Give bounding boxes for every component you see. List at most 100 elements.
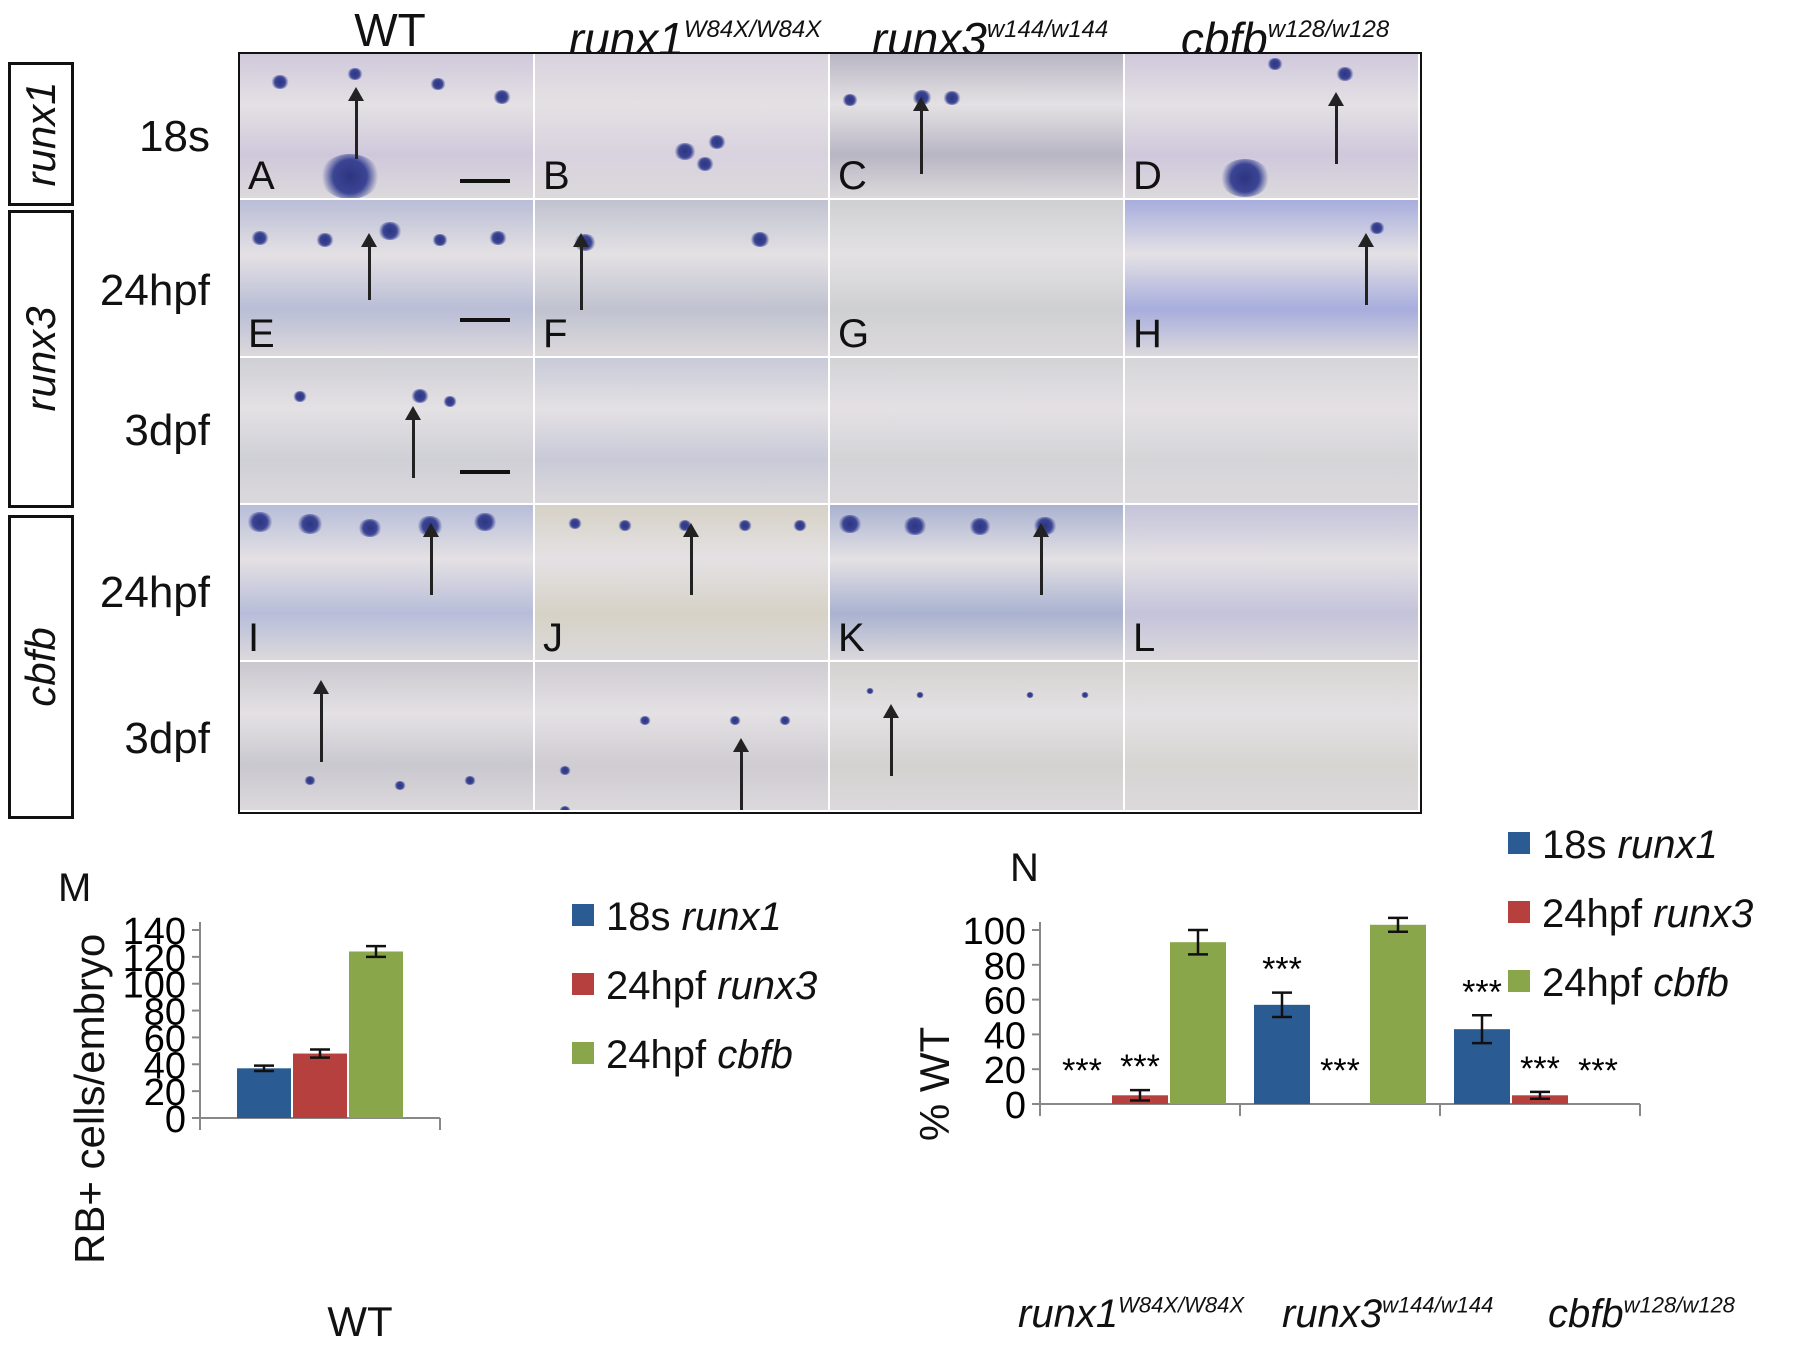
chart-m-ylabel: RB+ cells/embryo: [66, 933, 113, 1264]
arrow-icon: [423, 523, 439, 595]
stained-cell: [779, 716, 791, 725]
y-tick-label: 80: [144, 992, 186, 1034]
legend-item-24hpf-runx3: 24hpf runx3: [572, 963, 817, 1009]
scale-bar: [460, 318, 510, 322]
stained-cell: [271, 75, 289, 89]
chart-m-panel-label: M: [58, 866, 92, 910]
stained-cell: [297, 514, 323, 534]
probe-box-runx3: runx3: [8, 210, 74, 508]
micrograph-panel: [1125, 662, 1418, 810]
row-stage-label: 18s: [139, 112, 210, 161]
micrograph-panel: [535, 358, 828, 503]
legend-stage: 18s: [606, 895, 671, 939]
column-header-cbfb: cbfbw128/w128: [1160, 2, 1410, 65]
legend-swatch-blue: [572, 904, 594, 927]
arrow-icon: [313, 680, 329, 762]
micrograph-panel: [1125, 358, 1418, 503]
stained-cell: [568, 518, 582, 529]
chart-n-xlabel-runx3: runx3w144/w144: [1282, 1292, 1493, 1337]
bar: [1254, 1004, 1310, 1104]
stained-cell: [866, 688, 874, 694]
stained-cell: [903, 517, 927, 535]
arrow-icon: [683, 523, 699, 595]
bar: [349, 951, 403, 1118]
probe-label-runx1: runx1: [17, 81, 64, 187]
stained-cell: [639, 716, 651, 725]
panel-letter: I: [248, 616, 260, 660]
stained-cell: [247, 512, 273, 532]
significance-marker: ***: [1062, 1052, 1102, 1090]
x-cat-allele: w144/w144: [1382, 1292, 1494, 1318]
significance-marker: ***: [1320, 1052, 1360, 1090]
micrograph-panel: C: [830, 54, 1123, 198]
legend-swatch-green: [572, 1042, 594, 1065]
stained-cell: [489, 231, 507, 245]
panel-letter: F: [543, 312, 568, 356]
x-cat-allele: w128/w128: [1623, 1292, 1735, 1318]
y-tick-label: 20: [144, 1072, 186, 1114]
stained-cell: [696, 157, 714, 171]
stained-cell: [674, 143, 696, 160]
panel-letter: H: [1133, 312, 1162, 356]
micrograph-panel: [240, 358, 533, 503]
stained-cell: [251, 231, 269, 245]
stained-cell: [1369, 222, 1385, 234]
stained-cell: [838, 515, 862, 533]
arrow-icon: [1033, 523, 1049, 595]
stained-cell: [793, 520, 807, 531]
legend-item-24hpf-runx3: 24hpf runx3: [1508, 891, 1753, 937]
row-stage-label: 24hpf: [99, 568, 210, 617]
panel-letter: C: [838, 154, 867, 198]
stained-cell: [358, 519, 382, 537]
y-tick-label: 100: [123, 965, 186, 1007]
significance-marker: ***: [1120, 1048, 1160, 1086]
scale-bar: [460, 470, 510, 474]
micrograph-panel: G: [830, 200, 1123, 356]
stained-cell: [473, 513, 497, 531]
y-tick-label: 20: [984, 1050, 1026, 1092]
micrograph-panel: F: [535, 200, 828, 356]
stained-cell: [708, 135, 726, 149]
chart-n-xlabel-cbfb: cbfbw128/w128: [1548, 1292, 1735, 1337]
legend-stage: 18s: [1542, 823, 1607, 867]
stained-cell: [1267, 58, 1283, 70]
stained-cell: [443, 396, 457, 407]
arrow-icon: [573, 233, 589, 310]
y-tick-label: 120: [123, 938, 186, 980]
legend-gene: runx3: [717, 964, 818, 1008]
y-tick-label: 40: [984, 1015, 1026, 1057]
y-tick-label: 140: [123, 911, 186, 953]
probe-label-runx3: runx3: [17, 306, 64, 412]
micrograph-panel: [240, 662, 533, 810]
legend-item-24hpf-cbfb: 24hpf cbfb: [572, 1032, 793, 1078]
y-tick-label: 60: [144, 1018, 186, 1060]
column-header-wt-text: WT: [354, 4, 426, 56]
significance-marker: ***: [1462, 973, 1502, 1011]
legend-gene: runx1: [1617, 823, 1718, 867]
arrow-icon: [405, 406, 421, 478]
stained-cell: [293, 391, 307, 402]
legend-gene: runx3: [1653, 892, 1754, 936]
arrow-icon: [1328, 92, 1344, 164]
micrograph-panel: A: [240, 54, 533, 198]
legend-stage: 24hpf: [606, 964, 707, 1008]
micrograph-panel: E: [240, 200, 533, 356]
probe-box-cbfb: cbfb: [8, 515, 74, 819]
stained-cell: [316, 233, 334, 247]
stained-cell: [1220, 159, 1270, 197]
legend-stage: 24hpf: [1542, 961, 1643, 1005]
panel-letter: K: [838, 616, 865, 660]
panel-letter: L: [1133, 616, 1156, 660]
arrow-icon: [913, 97, 929, 174]
micrograph-panel: D: [1125, 54, 1418, 198]
legend-stage: 24hpf: [606, 1033, 707, 1077]
stained-cell: [943, 91, 961, 105]
legend-swatch-green: [1508, 970, 1530, 993]
panel-letter: E: [248, 312, 275, 356]
micrograph-panel: K: [830, 505, 1123, 660]
stained-cell: [842, 94, 858, 106]
stained-cell: [916, 692, 924, 698]
arrow-icon: [883, 704, 899, 776]
arrow-icon: [1358, 233, 1374, 305]
